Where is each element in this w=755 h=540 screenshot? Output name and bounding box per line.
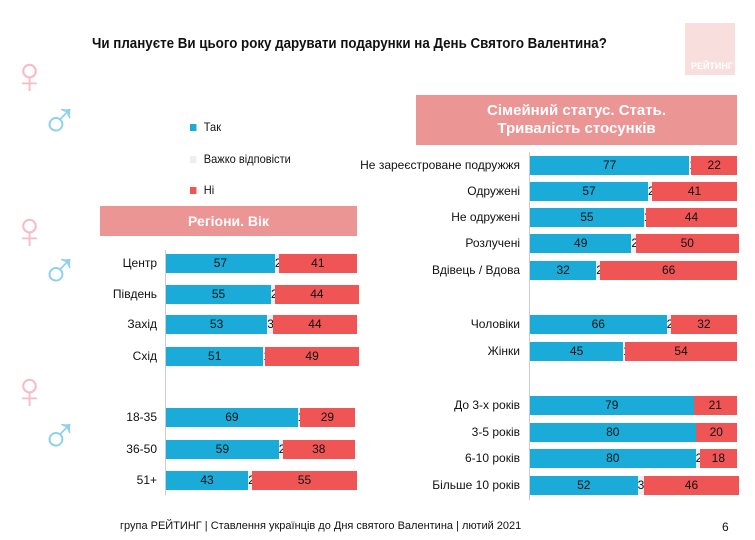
category-label: 36-50 bbox=[126, 442, 157, 456]
bar-segment-hard: 2 bbox=[271, 285, 278, 304]
page-number: 6 bbox=[722, 520, 729, 534]
bar-segment-no: 41 bbox=[652, 182, 737, 201]
bar-segment-yes: 69 bbox=[166, 408, 298, 427]
category-label: Вдівець / Вдова bbox=[431, 263, 520, 277]
female-symbol-icon: ♀ bbox=[10, 362, 49, 420]
footer-text: група РЕЙТИНГ | Ставлення українців до Д… bbox=[120, 520, 522, 532]
regions-age-header: Регіони. Вік bbox=[100, 206, 357, 236]
bar-segment-yes: 57 bbox=[166, 254, 275, 273]
category-label: Одружені bbox=[467, 184, 520, 198]
bar-segment-no: 18 bbox=[699, 449, 737, 468]
bar-segment-yes: 55 bbox=[166, 285, 272, 304]
bar-segment-no: 66 bbox=[600, 261, 737, 280]
bar-segment-yes: 77 bbox=[530, 156, 690, 175]
bar-segment-hard: 2 bbox=[695, 449, 702, 468]
bar-segment-no: 32 bbox=[670, 315, 737, 334]
category-label: Чоловіки bbox=[470, 317, 520, 331]
category-label: Не одружені bbox=[451, 210, 520, 224]
category-label: 6-10 років bbox=[465, 451, 520, 465]
bar-segment-hard: 3 bbox=[267, 315, 274, 334]
bar-segment-hard: 2 bbox=[248, 471, 255, 490]
axis-line bbox=[529, 152, 530, 500]
legend-label: Важко відповісти bbox=[203, 152, 291, 166]
bar-segment-hard: 3 bbox=[637, 476, 644, 495]
legend-item-no: Ні bbox=[190, 183, 214, 197]
legend-label: Так bbox=[203, 120, 222, 134]
legend-label: Ні bbox=[203, 183, 215, 197]
logo-text: РЕЙТИНГ bbox=[690, 61, 733, 71]
category-label: 3-5 років bbox=[471, 425, 520, 439]
bar-segment-no: 44 bbox=[645, 208, 737, 227]
legend-item-yes: Так bbox=[190, 120, 221, 134]
category-label: Схід bbox=[132, 349, 157, 363]
male-symbol-icon: ♂ bbox=[40, 242, 79, 300]
legend-item-hard: Важко відповісти bbox=[190, 152, 291, 166]
family-status-header: Сімейний статус. Стать. Тривалість стосу… bbox=[416, 95, 737, 145]
bar-segment-yes: 66 bbox=[530, 315, 667, 334]
bar-segment-hard: 2 bbox=[596, 261, 603, 280]
bar-segment-yes: 59 bbox=[166, 440, 279, 459]
bar-segment-yes: 52 bbox=[530, 476, 638, 495]
legend-swatch bbox=[190, 124, 197, 132]
legend-swatch bbox=[190, 156, 197, 164]
bar-segment-yes: 80 bbox=[530, 449, 696, 468]
bar-segment-no: 46 bbox=[643, 476, 740, 495]
legend-swatch bbox=[190, 187, 197, 195]
bar-segment-hard: 2 bbox=[647, 182, 655, 201]
axis-line bbox=[165, 250, 166, 495]
bar-segment-no: 44 bbox=[272, 315, 357, 334]
rating-logo: РЕЙТИНГ bbox=[685, 23, 735, 75]
bar-segment-yes: 80 bbox=[530, 423, 696, 442]
bar-segment-yes: 79 bbox=[530, 396, 694, 415]
bar-segment-yes: 49 bbox=[530, 234, 632, 253]
bar-segment-no: 22 bbox=[691, 156, 737, 175]
bar-segment-no: 20 bbox=[695, 423, 737, 442]
bar-segment-no: 54 bbox=[625, 342, 737, 361]
bar-segment-yes: 43 bbox=[166, 471, 249, 490]
female-symbol-icon: ♀ bbox=[10, 202, 49, 260]
male-symbol-icon: ♂ bbox=[40, 407, 79, 465]
bar-segment-no: 49 bbox=[265, 347, 359, 366]
category-label: Не зареєстроване подружжя bbox=[360, 158, 520, 172]
category-label: Центр bbox=[122, 256, 157, 270]
bar-segment-yes: 55 bbox=[530, 208, 644, 227]
category-label: Захід bbox=[127, 317, 157, 331]
category-label: До 3-х років bbox=[454, 398, 520, 412]
bar-segment-no: 38 bbox=[282, 440, 356, 459]
category-label: Південь bbox=[112, 287, 157, 301]
bar-segment-hard: 2 bbox=[666, 315, 673, 334]
bar-segment-no: 50 bbox=[635, 234, 740, 253]
male-symbol-icon: ♂ bbox=[40, 92, 79, 150]
category-label: Більше 10 років bbox=[432, 478, 520, 492]
bar-segment-yes: 51 bbox=[166, 347, 264, 366]
female-symbol-icon: ♀ bbox=[10, 47, 49, 105]
bar-segment-yes: 57 bbox=[530, 182, 648, 201]
bar-segment-no: 29 bbox=[299, 408, 356, 427]
bar-segment-hard: 2 bbox=[631, 234, 638, 253]
bar-segment-yes: 53 bbox=[166, 315, 268, 334]
bar-segment-no: 21 bbox=[693, 396, 737, 415]
bar-segment-yes: 45 bbox=[530, 342, 624, 361]
bar-segment-no: 44 bbox=[274, 285, 359, 304]
bar-segment-yes: 32 bbox=[530, 261, 597, 280]
bar-segment-no: 41 bbox=[278, 254, 357, 273]
category-label: 18-35 bbox=[126, 410, 157, 424]
category-label: Розлучені bbox=[465, 236, 520, 250]
slide-title: Чи плануєте Ви цього року дарувати подар… bbox=[92, 36, 607, 52]
category-label: 51+ bbox=[136, 473, 157, 487]
category-label: Жінки bbox=[487, 344, 520, 358]
bar-segment-no: 55 bbox=[251, 471, 357, 490]
bar-segment-hard: 2 bbox=[278, 440, 285, 459]
bar-segment-hard: 2 bbox=[274, 254, 282, 273]
